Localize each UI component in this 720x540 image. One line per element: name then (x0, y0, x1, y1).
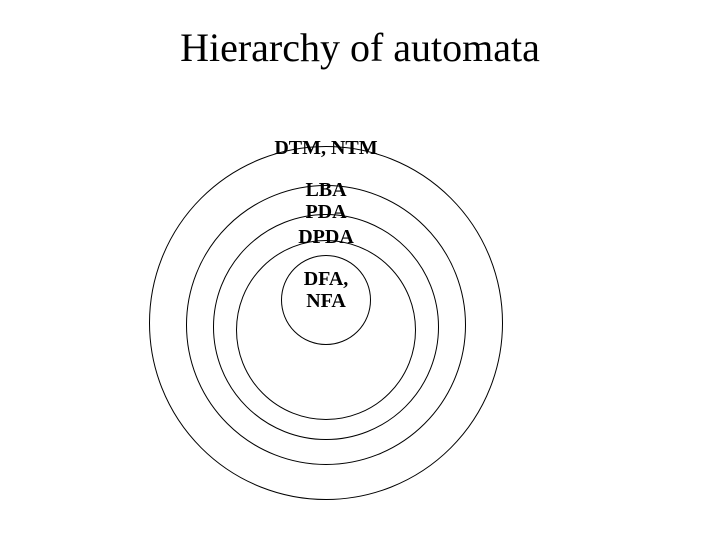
hierarchy-label-3: DPDA (226, 226, 426, 248)
hierarchy-label-1: LBA (226, 179, 426, 201)
hierarchy-label-2: PDA (226, 201, 426, 223)
hierarchy-label-0: DTM, NTM (226, 137, 426, 159)
hierarchy-label-4: DFA, NFA (226, 268, 426, 312)
page-title: Hierarchy of automata (0, 24, 720, 71)
